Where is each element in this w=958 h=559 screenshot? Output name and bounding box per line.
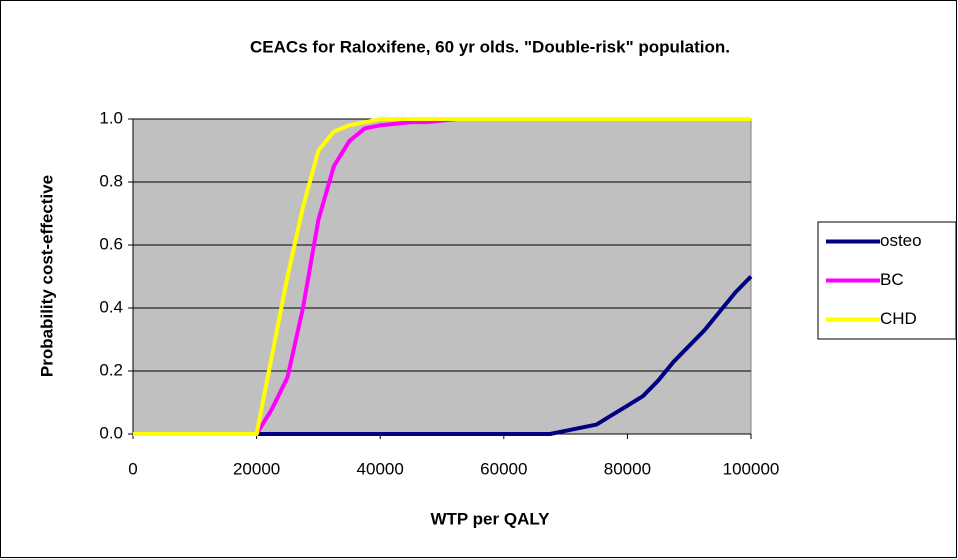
legend-label: CHD — [880, 309, 917, 328]
x-tick-label: 100000 — [723, 459, 780, 478]
y-tick-label: 1.0 — [99, 108, 123, 127]
x-tick-label: 20000 — [233, 459, 280, 478]
x-tick-label: 80000 — [604, 459, 651, 478]
plot-area — [132, 118, 752, 435]
y-tick-label: 0.2 — [99, 360, 123, 379]
x-tick-label: 0 — [128, 459, 137, 478]
y-tick-label: 0.6 — [99, 234, 123, 253]
legend-label: BC — [880, 270, 904, 289]
series-line — [133, 117, 751, 436]
legend-label: osteo — [880, 231, 922, 250]
x-tick-label: 60000 — [480, 459, 527, 478]
chart-title: CEACs for Raloxifene, 60 yr olds. "Doubl… — [250, 37, 730, 56]
y-tick-label: 0.0 — [99, 423, 123, 442]
x-axis-label: WTP per QALY — [430, 509, 550, 528]
x-tick-label: 40000 — [357, 459, 404, 478]
y-tick-label: 0.8 — [99, 171, 123, 190]
y-axis-label: Probability cost-effective — [37, 175, 56, 377]
y-tick-label: 0.4 — [99, 297, 123, 316]
